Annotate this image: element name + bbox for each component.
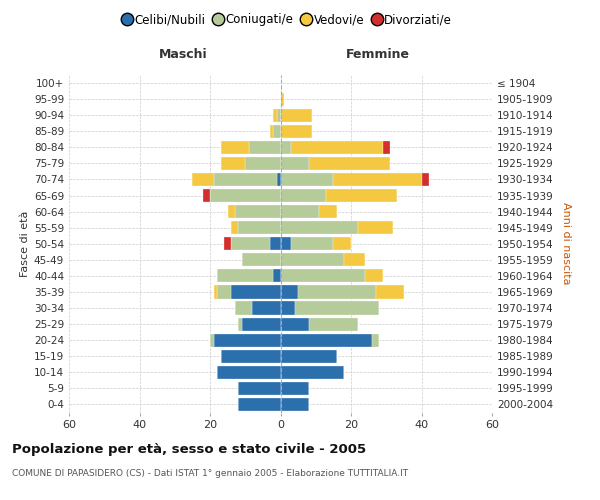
Bar	[281, 124, 312, 138]
Bar	[281, 205, 319, 218]
Text: Maschi: Maschi	[159, 48, 208, 62]
Bar	[344, 253, 365, 266]
Text: Femmine: Femmine	[346, 48, 410, 62]
Bar	[298, 286, 376, 298]
Bar	[238, 398, 281, 411]
Bar	[221, 157, 245, 170]
Bar	[281, 334, 372, 347]
Bar	[217, 286, 231, 298]
Bar	[281, 398, 309, 411]
Legend: Celibi/Nubili, Coniugati/e, Vedovi/e, Divorziati/e: Celibi/Nubili, Coniugati/e, Vedovi/e, Di…	[119, 8, 457, 31]
Bar	[281, 173, 334, 186]
Bar	[281, 221, 358, 234]
Bar	[421, 173, 428, 186]
Bar	[372, 334, 379, 347]
Bar	[309, 157, 390, 170]
Bar	[281, 318, 309, 330]
Bar	[326, 189, 397, 202]
Bar	[281, 302, 295, 314]
Bar	[319, 205, 337, 218]
Bar	[281, 140, 291, 154]
Bar	[281, 350, 337, 363]
Bar	[217, 366, 281, 379]
Bar	[334, 173, 421, 186]
Bar	[238, 318, 242, 330]
Bar	[277, 173, 281, 186]
Bar	[277, 108, 281, 122]
Bar	[281, 270, 365, 282]
Bar	[217, 270, 274, 282]
Bar	[224, 237, 231, 250]
Bar	[281, 189, 326, 202]
Y-axis label: Anni di nascita: Anni di nascita	[560, 202, 571, 285]
Bar	[231, 286, 281, 298]
Text: Popolazione per età, sesso e stato civile - 2005: Popolazione per età, sesso e stato civil…	[12, 442, 366, 456]
Bar	[214, 173, 277, 186]
Bar	[383, 140, 390, 154]
Bar	[193, 173, 214, 186]
Bar	[235, 205, 281, 218]
Bar	[274, 124, 281, 138]
Bar	[231, 221, 238, 234]
Bar	[270, 237, 281, 250]
Bar	[210, 189, 281, 202]
Bar	[281, 253, 344, 266]
Bar	[221, 350, 281, 363]
Bar	[295, 302, 379, 314]
Bar	[249, 140, 281, 154]
Bar	[238, 221, 281, 234]
Bar	[334, 237, 351, 250]
Bar	[281, 366, 344, 379]
Bar	[231, 237, 270, 250]
Bar	[376, 286, 404, 298]
Bar	[274, 270, 281, 282]
Bar	[309, 318, 358, 330]
Bar	[291, 237, 334, 250]
Bar	[365, 270, 383, 282]
Bar	[281, 108, 312, 122]
Bar	[281, 92, 284, 106]
Bar	[291, 140, 383, 154]
Bar	[281, 382, 309, 395]
Bar	[238, 382, 281, 395]
Bar	[274, 108, 277, 122]
Bar	[281, 286, 298, 298]
Bar	[227, 205, 235, 218]
Text: COMUNE DI PAPASIDERO (CS) - Dati ISTAT 1° gennaio 2005 - Elaborazione TUTTITALIA: COMUNE DI PAPASIDERO (CS) - Dati ISTAT 1…	[12, 469, 408, 478]
Bar	[281, 157, 309, 170]
Bar	[214, 334, 281, 347]
Bar	[253, 302, 281, 314]
Bar	[235, 302, 253, 314]
Bar	[281, 237, 291, 250]
Bar	[242, 253, 281, 266]
Bar	[358, 221, 394, 234]
Bar	[203, 189, 210, 202]
Bar	[214, 286, 217, 298]
Bar	[242, 318, 281, 330]
Bar	[270, 124, 274, 138]
Bar	[221, 140, 249, 154]
Y-axis label: Fasce di età: Fasce di età	[20, 210, 30, 277]
Bar	[245, 157, 281, 170]
Bar	[210, 334, 214, 347]
